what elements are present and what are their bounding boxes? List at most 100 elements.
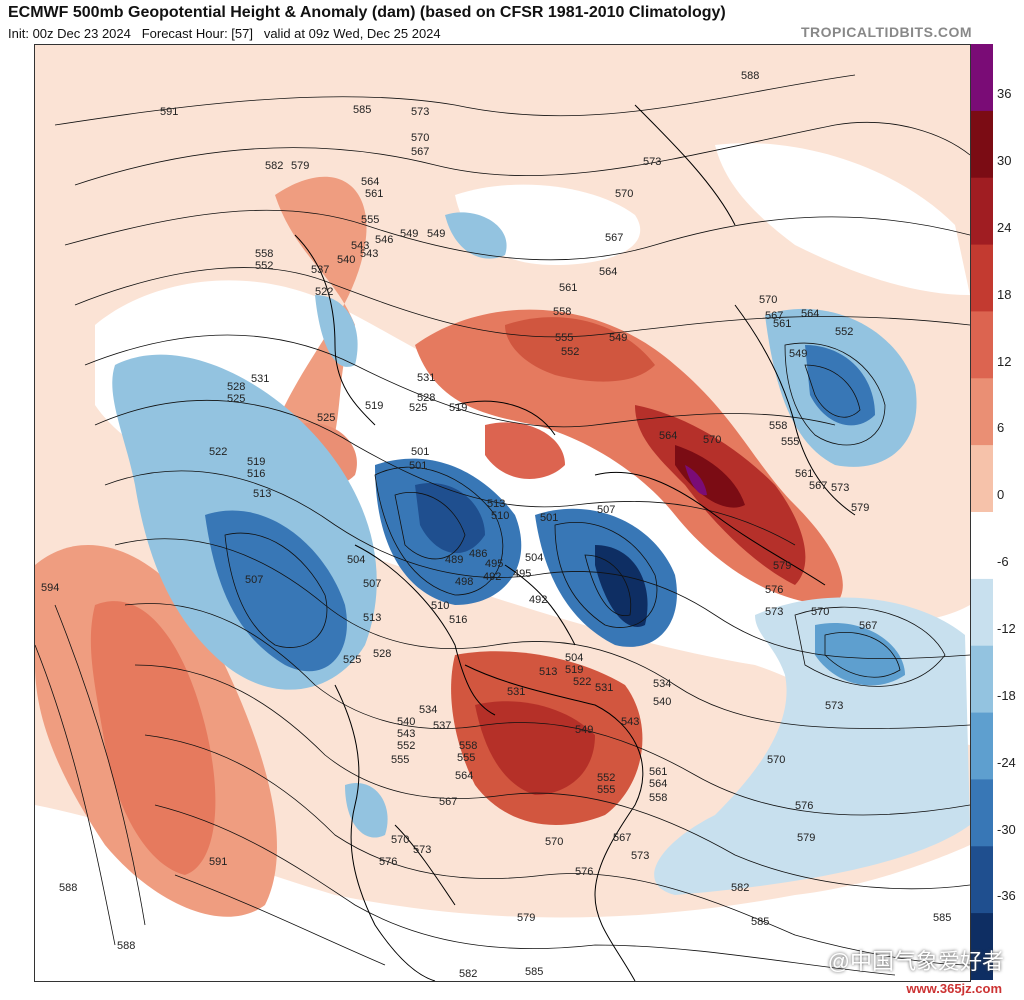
- contour-label: 567: [439, 796, 457, 808]
- coastlines: [294, 104, 856, 981]
- negative-anomaly-north: [445, 212, 507, 259]
- contour-label: 585: [751, 916, 769, 928]
- contour-label: 552: [255, 260, 273, 272]
- contour-label: 498: [455, 576, 473, 588]
- contour-label: 549: [427, 228, 445, 240]
- contour-label: 543: [621, 716, 639, 728]
- contour-label: 561: [773, 318, 791, 330]
- contour-label: 579: [851, 502, 869, 514]
- contour-label: 525: [317, 412, 335, 424]
- contour-label: 552: [835, 326, 853, 338]
- neutral-region-south: [35, 805, 970, 981]
- contour-label: 576: [765, 584, 783, 596]
- contour-label: 573: [765, 606, 783, 618]
- chart-subtitle: Init: 00z Dec 23 2024 Forecast Hour: [57…: [8, 26, 441, 41]
- contour-label: 573: [825, 700, 843, 712]
- colorbar-segment: [971, 445, 993, 513]
- contour-label: 555: [457, 752, 475, 764]
- contour-label: 585: [933, 912, 951, 924]
- neutral-region-ne: [715, 143, 970, 295]
- colorbar-tick-label: -24: [997, 754, 1016, 770]
- contour-label: 555: [391, 754, 409, 766]
- contour-label: 495: [485, 558, 503, 570]
- colorbar-tick-label: 18: [997, 286, 1012, 302]
- colorbar-tick-label: 36: [997, 86, 1012, 102]
- contour-label: 507: [245, 574, 263, 586]
- contour-label: 573: [643, 156, 661, 168]
- contour-label: 519: [565, 664, 583, 676]
- contour-label: 570: [759, 294, 777, 306]
- negative-anomaly-europe-core: [595, 545, 648, 627]
- colorbar-tick-label: 6: [997, 420, 1005, 436]
- positive-anomaly-canada-west: [272, 176, 367, 472]
- contour-label: 531: [417, 372, 435, 384]
- contour-label: 519: [247, 456, 265, 468]
- contour-label: 537: [433, 720, 451, 732]
- contour-label: 564: [659, 430, 677, 442]
- contour-label: 507: [597, 504, 615, 516]
- contour-label-group: 591 585 582 579 573 570 567 564 561 555 …: [41, 70, 951, 980]
- contour-label: 558: [769, 420, 787, 432]
- colorbar-svg: [971, 44, 993, 980]
- colorbar-tick-label: -12: [997, 621, 1016, 636]
- negative-anomaly-pole-core: [415, 483, 485, 554]
- contour-label: 570: [545, 836, 563, 848]
- contour-label: 570: [703, 434, 721, 446]
- contour-label: 522: [209, 446, 227, 458]
- contour-label: 501: [540, 512, 558, 524]
- colorbar-tick-label: 12: [997, 353, 1012, 369]
- contour-label: 561: [795, 468, 813, 480]
- contour-label: 513: [363, 612, 381, 624]
- contour-label: 486: [469, 548, 487, 560]
- colorbar-segment: [971, 177, 993, 246]
- contour-label: 504: [565, 652, 583, 664]
- colorbar-tick-label: 30: [997, 153, 1012, 168]
- contour-label: 522: [573, 676, 591, 688]
- negative-anomaly-alaska: [315, 295, 358, 367]
- colorbar-segment: [971, 645, 993, 714]
- contour-label: 564: [361, 176, 379, 188]
- positive-anomaly-arctic-core: [505, 317, 655, 382]
- contour-label: 501: [411, 446, 429, 458]
- contour-label: 567: [765, 310, 783, 322]
- contour-label: 513: [487, 498, 505, 510]
- contour-label: 564: [801, 308, 819, 320]
- contour-label: 504: [525, 552, 543, 564]
- contour-label: 516: [247, 468, 265, 480]
- contour-label: 567: [411, 146, 429, 158]
- colorbar-segment: [971, 578, 993, 647]
- contour-label: 582: [731, 882, 749, 894]
- contour-label: 573: [831, 482, 849, 494]
- contour-label: 576: [575, 866, 593, 878]
- contour-label: 558: [553, 306, 571, 318]
- positive-anomaly-west-core: [90, 601, 216, 875]
- colorbar-segment: [971, 311, 993, 379]
- positive-anomaly-us-core: [475, 701, 595, 795]
- positive-anomaly-max: [685, 465, 707, 496]
- watermark-site: www.365jz.com: [906, 981, 1002, 996]
- contour-label: 588: [117, 940, 135, 952]
- colorbar-tick-label: 0: [997, 487, 1005, 503]
- contour-label: 582: [459, 968, 477, 980]
- contour-label: 555: [361, 214, 379, 226]
- contour-label: 588: [59, 882, 77, 894]
- contour-label: 534: [419, 704, 437, 716]
- contour-label: 492: [483, 571, 501, 583]
- contour-label: 579: [291, 160, 309, 172]
- contour-label: 504: [347, 554, 365, 566]
- contour-label: 534: [653, 678, 671, 690]
- init-time: Init: 00z Dec 23 2024: [8, 26, 131, 41]
- contour-label: 564: [455, 770, 473, 782]
- negative-anomaly-sw-us: [345, 783, 388, 838]
- contour-label: 528: [373, 648, 391, 660]
- contour-label: 525: [409, 402, 427, 414]
- colorbar-tick-label: -36: [997, 888, 1016, 904]
- contour-label: 579: [517, 912, 535, 924]
- contour-label: 570: [811, 606, 829, 618]
- negative-anomaly-atlantic-core: [815, 623, 905, 686]
- map-panel: 591 585 582 579 573 570 567 564 561 555 …: [34, 44, 971, 982]
- contour-label: 540: [397, 716, 415, 728]
- contour-label: 519: [365, 400, 383, 412]
- contour-label: 567: [859, 620, 877, 632]
- contour-label: 549: [400, 228, 418, 240]
